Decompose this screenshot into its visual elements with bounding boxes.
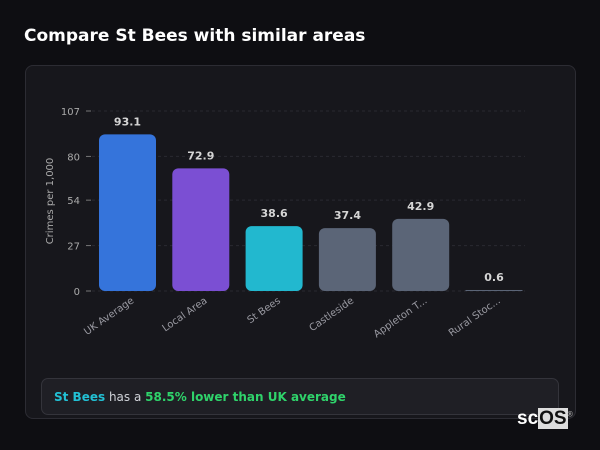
summary-highlight: 58.5% lower than UK average (145, 390, 346, 404)
value-label: 37.4 (334, 209, 361, 222)
x-tick-label: St Bees (246, 295, 283, 326)
x-tick-label: Castleside (307, 295, 356, 334)
bar-local-area (172, 168, 230, 291)
y-tick-label: 54 (67, 196, 80, 207)
y-tick-label: 80 (67, 152, 80, 163)
x-tick-label: UK Average (82, 295, 136, 337)
value-label: 42.9 (407, 200, 434, 213)
value-label: 38.6 (261, 207, 288, 220)
x-tick-label: Local Area (161, 295, 210, 334)
summary-place: St Bees (54, 390, 106, 404)
x-tick-label: Rural Stoc... (447, 295, 503, 339)
bar-castleside (318, 228, 376, 291)
bar-rural-stoc- (465, 289, 523, 291)
y-tick-label: 0 (74, 287, 80, 298)
bar-st-bees (245, 226, 303, 291)
bar-appleton-t- (392, 218, 450, 291)
value-label: 93.1 (114, 115, 141, 128)
y-tick-label: 27 (67, 242, 80, 253)
summary-box: St Bees has a 58.5% lower than UK averag… (41, 378, 559, 415)
x-tick-label: Appleton T... (372, 295, 429, 340)
watermark-logo: scOS® (517, 408, 573, 429)
page-title: Compare St Bees with similar areas (24, 26, 366, 46)
bar-uk-average (99, 134, 156, 291)
y-tick-label: 107 (61, 107, 80, 118)
y-axis-label: Crimes per 1,000 (45, 158, 56, 245)
value-label: 72.9 (187, 149, 214, 162)
value-label: 0.6 (484, 271, 504, 284)
summary-text: has a (105, 390, 146, 404)
